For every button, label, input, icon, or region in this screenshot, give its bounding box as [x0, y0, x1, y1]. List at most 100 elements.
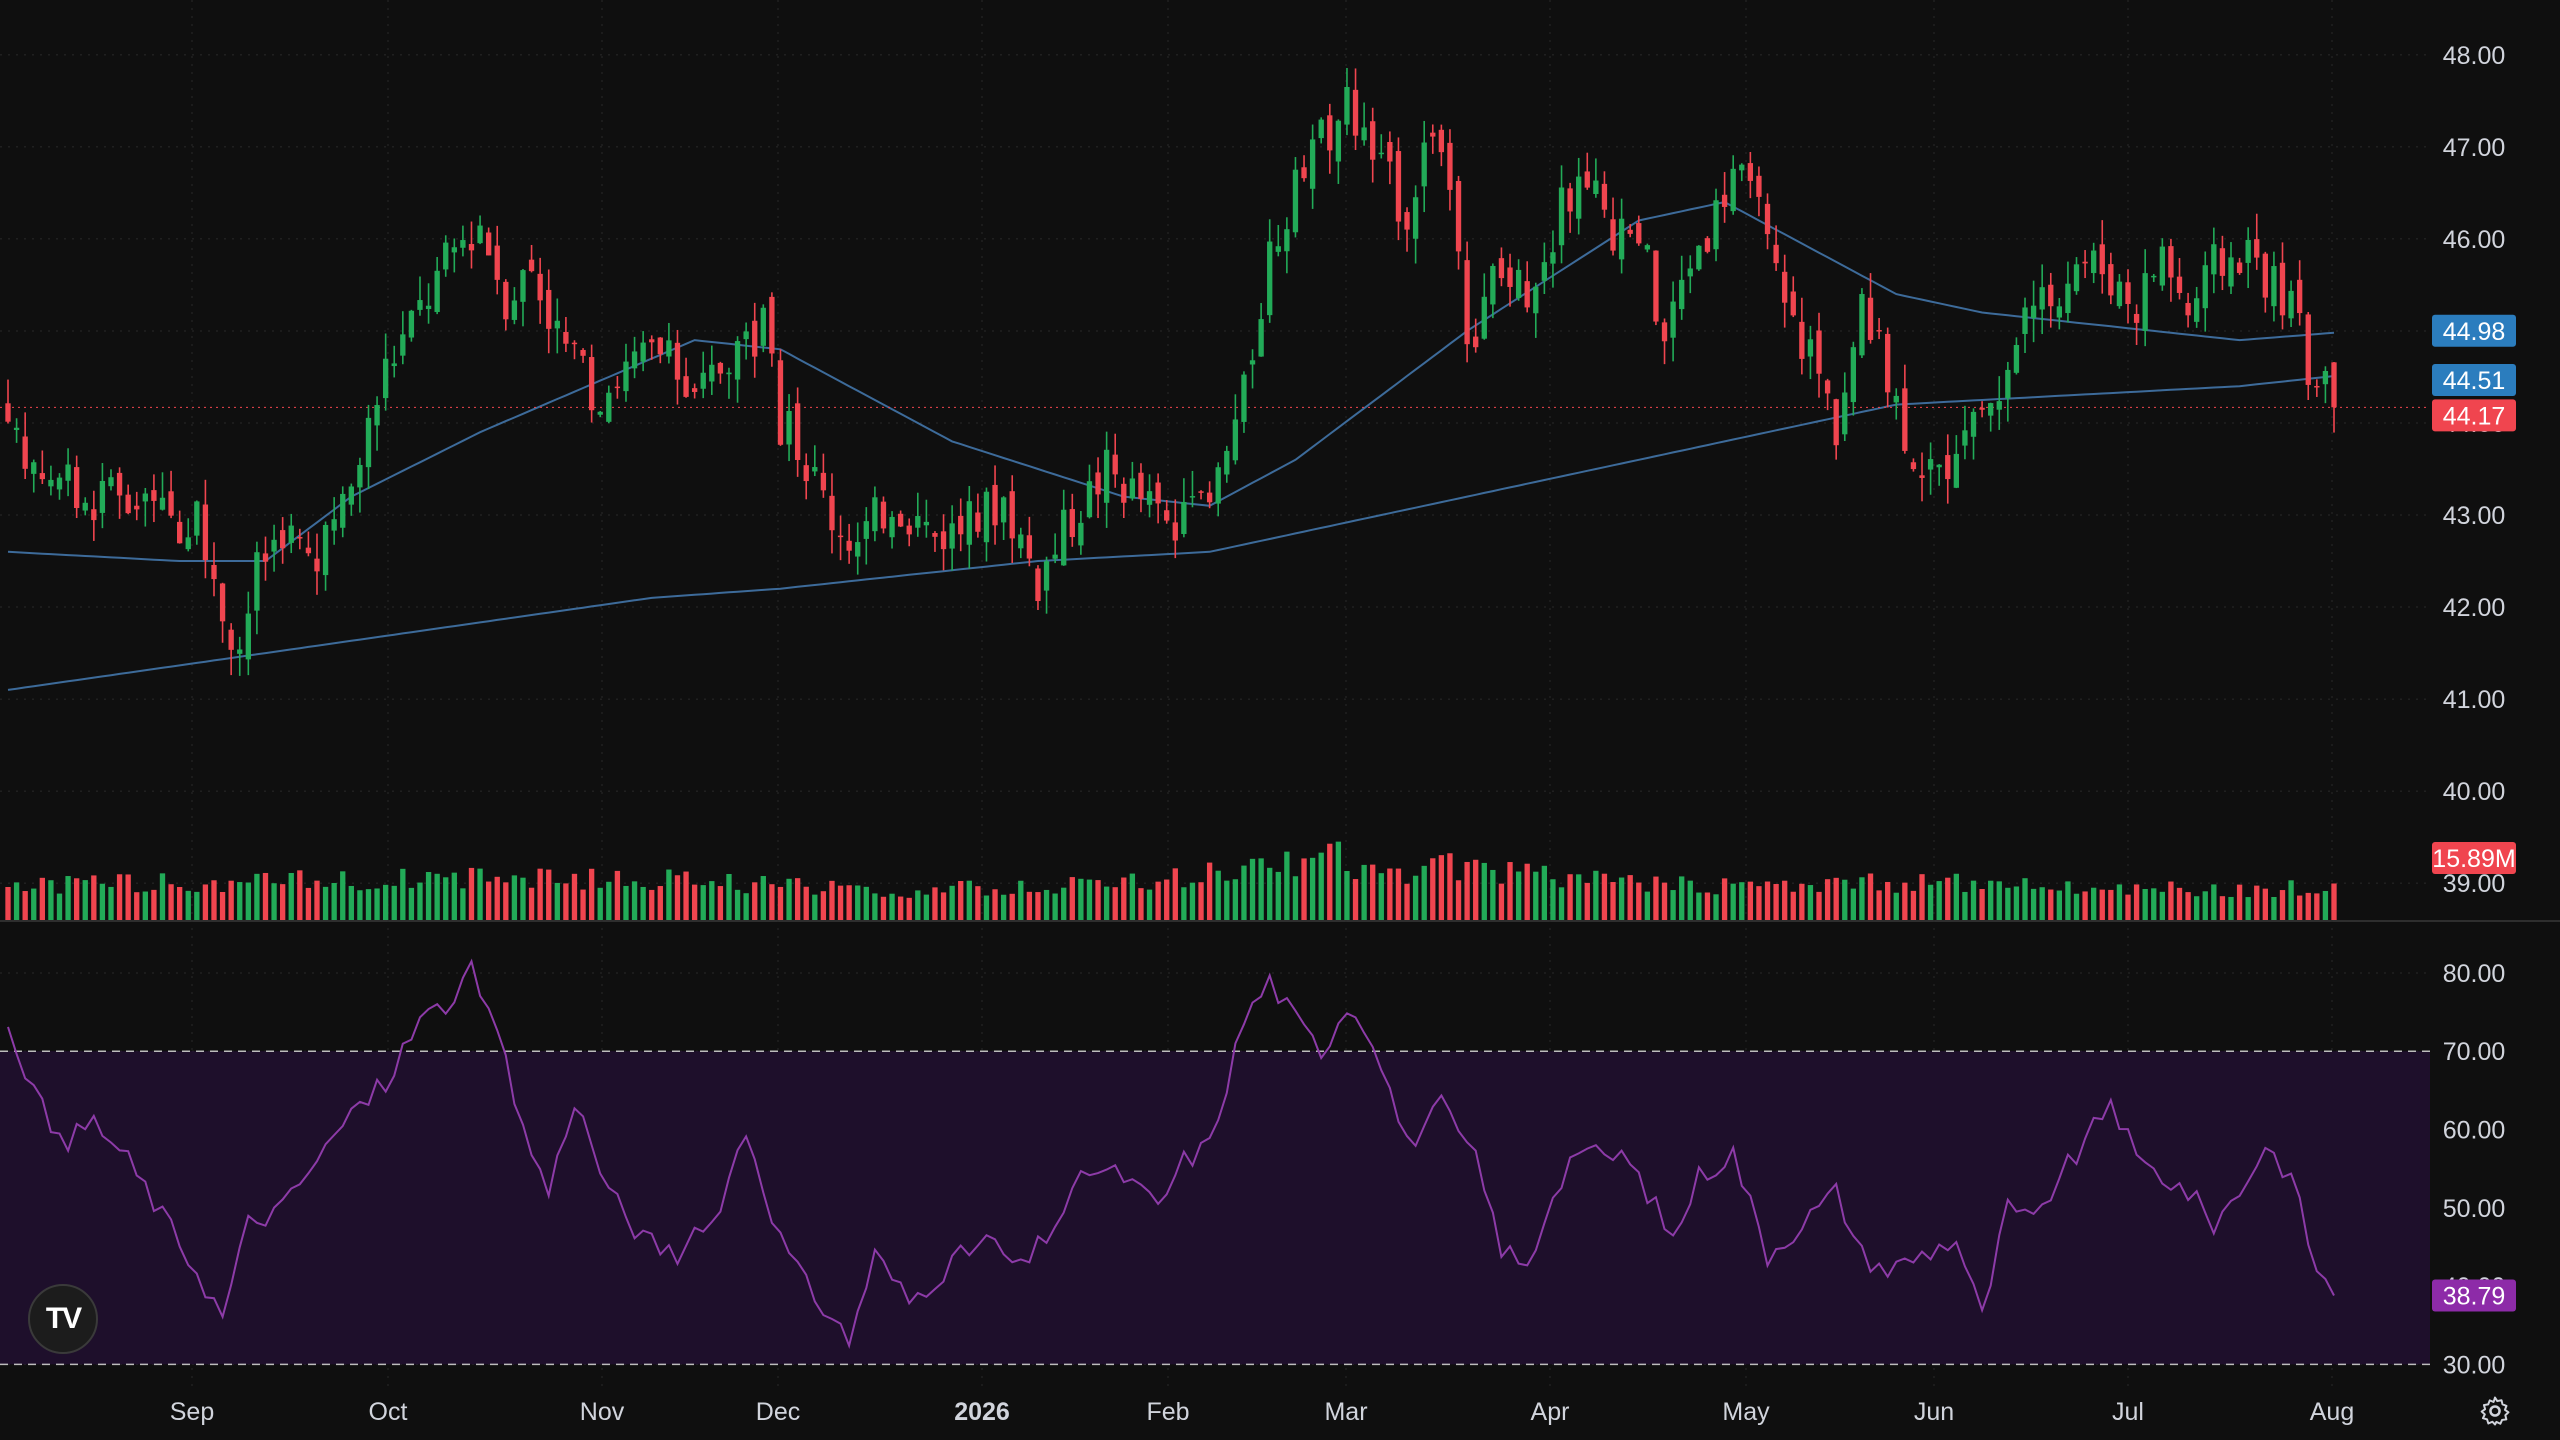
- candlesticks[interactable]: [5, 68, 2337, 676]
- candle-body[interactable]: [966, 501, 972, 545]
- candle-body[interactable]: [2116, 281, 2123, 307]
- candle-body[interactable]: [297, 537, 303, 539]
- candle-body[interactable]: [2176, 276, 2183, 293]
- candle-body[interactable]: [1507, 267, 1513, 287]
- candle-body[interactable]: [99, 480, 106, 513]
- candle-body[interactable]: [1679, 279, 1685, 310]
- candle-body[interactable]: [2108, 264, 2114, 296]
- candle-body[interactable]: [22, 436, 28, 469]
- candle-body[interactable]: [1996, 401, 2002, 410]
- candle-body[interactable]: [2271, 266, 2277, 307]
- candle-body[interactable]: [1189, 496, 1196, 498]
- candle-body[interactable]: [13, 427, 20, 430]
- candle-body[interactable]: [254, 552, 260, 611]
- candle-body[interactable]: [202, 504, 209, 561]
- candle-body[interactable]: [1747, 163, 1754, 181]
- candle-body[interactable]: [1052, 554, 1058, 559]
- candle-body[interactable]: [1215, 467, 1221, 504]
- candle-body[interactable]: [1430, 132, 1436, 137]
- candle-body[interactable]: [2048, 284, 2054, 307]
- candle-body[interactable]: [1885, 333, 1891, 393]
- candle-body[interactable]: [2314, 385, 2320, 388]
- candle-body[interactable]: [2082, 261, 2088, 264]
- candle-body[interactable]: [649, 339, 655, 343]
- candle-body[interactable]: [1799, 321, 1805, 359]
- candle-body[interactable]: [31, 462, 37, 474]
- candle-body[interactable]: [1584, 171, 1590, 188]
- candle-body[interactable]: [2288, 290, 2294, 319]
- candle-body[interactable]: [1026, 535, 1033, 559]
- candle-body[interactable]: [1807, 339, 1814, 357]
- candle-body[interactable]: [1893, 395, 1899, 403]
- candle-body[interactable]: [743, 331, 749, 340]
- candle-body[interactable]: [1258, 319, 1264, 357]
- candle-body[interactable]: [1284, 229, 1290, 252]
- candle-body[interactable]: [1524, 281, 1530, 308]
- candle-body[interactable]: [1249, 360, 1256, 365]
- candle-body[interactable]: [1979, 407, 1985, 410]
- candle-body[interactable]: [829, 495, 835, 531]
- candle-body[interactable]: [2297, 279, 2303, 314]
- candle-body[interactable]: [2211, 244, 2217, 275]
- candle-body[interactable]: [511, 300, 518, 320]
- candle-body[interactable]: [1636, 223, 1642, 244]
- candle-body[interactable]: [820, 472, 827, 491]
- candle-body[interactable]: [1181, 502, 1187, 535]
- candle-body[interactable]: [1275, 246, 1281, 252]
- candle-body[interactable]: [1696, 245, 1702, 270]
- candle-body[interactable]: [245, 613, 251, 660]
- candle-body[interactable]: [889, 516, 895, 538]
- candle-body[interactable]: [1816, 330, 1822, 374]
- candle-body[interactable]: [1378, 152, 1384, 155]
- candle-body[interactable]: [1593, 180, 1599, 195]
- candle-body[interactable]: [1103, 449, 1110, 503]
- candle-body[interactable]: [2279, 262, 2286, 316]
- candle-body[interactable]: [1455, 180, 1462, 252]
- candle-body[interactable]: [1438, 129, 1445, 153]
- candle-body[interactable]: [563, 331, 569, 344]
- candle-body[interactable]: [1953, 453, 1960, 488]
- candle-body[interactable]: [975, 512, 981, 532]
- candle-body[interactable]: [983, 491, 990, 543]
- candle-body[interactable]: [1361, 127, 1367, 141]
- candle-body[interactable]: [1335, 120, 1342, 162]
- candle-body[interactable]: [1970, 411, 1977, 437]
- candle-body[interactable]: [168, 491, 174, 516]
- candle-body[interactable]: [331, 519, 337, 531]
- candle-body[interactable]: [958, 515, 964, 535]
- candle-body[interactable]: [666, 340, 672, 357]
- candle-body[interactable]: [1790, 291, 1796, 316]
- candle-body[interactable]: [48, 479, 54, 487]
- candle-body[interactable]: [503, 281, 509, 320]
- candle-body[interactable]: [2236, 262, 2243, 273]
- candle-body[interactable]: [657, 337, 663, 355]
- gear-icon[interactable]: [2478, 1394, 2512, 1428]
- candle-body[interactable]: [2133, 313, 2140, 323]
- candle-body[interactable]: [1206, 492, 1213, 503]
- candle-body[interactable]: [82, 502, 88, 511]
- candle-body[interactable]: [1146, 491, 1153, 505]
- candle-body[interactable]: [365, 417, 372, 468]
- candle-body[interactable]: [1910, 462, 1917, 470]
- candle-body[interactable]: [494, 245, 500, 280]
- candle-body[interactable]: [897, 513, 904, 527]
- candle-body[interactable]: [211, 564, 217, 580]
- candle-body[interactable]: [460, 240, 466, 248]
- candle-body[interactable]: [803, 465, 809, 482]
- candle-body[interactable]: [1464, 260, 1470, 345]
- candle-body[interactable]: [1387, 141, 1393, 162]
- candle-body[interactable]: [2039, 287, 2045, 310]
- candle-body[interactable]: [2194, 298, 2200, 322]
- candle-body[interactable]: [1859, 294, 1865, 356]
- candle-body[interactable]: [1756, 175, 1762, 197]
- candle-body[interactable]: [125, 494, 131, 514]
- candle-body[interactable]: [400, 334, 406, 356]
- candle-body[interactable]: [65, 464, 71, 481]
- candle-body[interactable]: [340, 493, 346, 528]
- candle-body[interactable]: [1867, 297, 1874, 340]
- candle-body[interactable]: [2030, 305, 2037, 319]
- candle-body[interactable]: [1318, 119, 1324, 139]
- candle-body[interactable]: [1035, 568, 1041, 602]
- candle-body[interactable]: [2022, 307, 2028, 334]
- candle-body[interactable]: [623, 361, 629, 392]
